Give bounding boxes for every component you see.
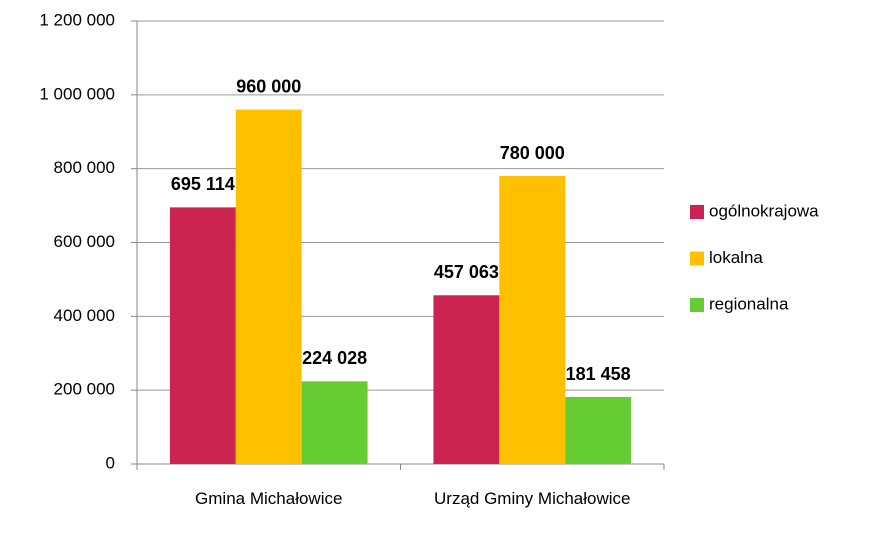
bar <box>169 207 236 464</box>
data-label: 780 000 <box>500 143 565 163</box>
bar <box>301 381 368 464</box>
data-label: 695 114 <box>171 174 235 194</box>
y-tick-label: 600 000 <box>54 232 115 251</box>
y-tick-label: 0 <box>106 453 115 472</box>
data-label: 457 063 <box>434 262 499 282</box>
bar <box>235 109 302 464</box>
data-label: 181 458 <box>566 364 631 384</box>
data-label: 224 028 <box>302 348 367 368</box>
legend-label: regionalna <box>709 294 789 313</box>
legend-swatch <box>690 298 704 312</box>
legend-swatch <box>690 251 704 266</box>
y-tick-label: 200 000 <box>54 380 115 399</box>
x-tick-label: Urząd Gminy Michałowice <box>434 489 631 508</box>
x-tick-label: Gmina Michałowice <box>195 489 343 508</box>
legend-label: ogólnokrajowa <box>709 201 819 220</box>
legend-swatch <box>690 205 704 219</box>
data-label: 960 000 <box>236 76 301 96</box>
y-tick-label: 1 200 000 <box>39 10 115 29</box>
y-tick-label: 800 000 <box>54 158 115 177</box>
y-tick-label: 400 000 <box>54 306 115 325</box>
bar <box>499 176 566 465</box>
legend-label: lokalna <box>709 248 763 267</box>
bar <box>565 397 632 464</box>
y-tick-label: 1 000 000 <box>39 84 115 103</box>
bar <box>433 295 500 464</box>
